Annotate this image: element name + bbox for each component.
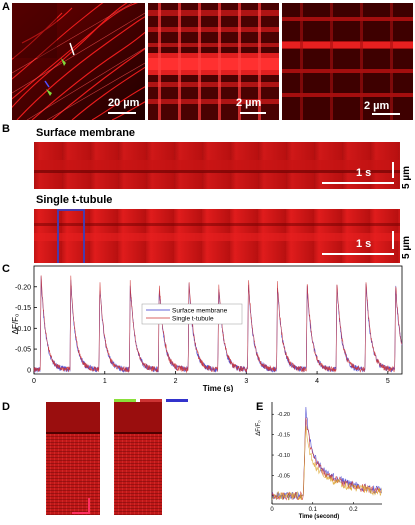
- time-scale-bar-b1: [322, 182, 394, 184]
- space-scale-bar-b1: [392, 162, 394, 178]
- chart-e-series-line: [271, 426, 382, 501]
- chart-c-ytick-label: -0.15: [15, 305, 31, 312]
- time-scale-bar-b2: [322, 253, 394, 255]
- color-key-swatch: [140, 399, 162, 402]
- row-title-surface: Surface membrane: [36, 127, 136, 139]
- time-scale-label-b2: 1 s: [356, 238, 372, 250]
- space-scale-bar-b2: [392, 231, 394, 249]
- chart-e-ytick-label: -0.10: [277, 453, 290, 459]
- chart-c-ytick-label: 0: [27, 367, 31, 374]
- color-key-d: [114, 391, 194, 402]
- chart-c-xtick-label: 3: [244, 378, 248, 385]
- panel-letter-a: A: [2, 1, 10, 13]
- chart-c-container: -0.20 -0.15 -0.10 -0.05 0 0 1 2 3 4 5 Time (s) ΔF/F₀…: [0, 262, 415, 393]
- panel-letter-e: E: [256, 401, 264, 413]
- ttubule-highlight-box: [57, 209, 85, 263]
- cell-fibers-graphic: [12, 3, 145, 120]
- panel-d-image-1: [46, 402, 100, 515]
- panel-d-image-2: [114, 402, 162, 515]
- chart-c-xtick-label: 0: [32, 378, 36, 385]
- chart-c-xtick-label: 4: [315, 378, 319, 385]
- color-key-swatch: [166, 399, 188, 402]
- panel-a-image-3: 2 µm: [282, 3, 413, 120]
- space-scale-label-b2: 5 µm: [401, 236, 412, 259]
- chart-e-ylabel: ΔF/F₀: [256, 420, 262, 436]
- scale-bar-d-h: [72, 512, 90, 514]
- chart-e-ytick-label: -0.15: [277, 433, 290, 439]
- color-key-svg: [114, 399, 188, 402]
- panel-letter-b: B: [2, 123, 10, 135]
- chart-c-legend-label: Single t-tubule: [172, 316, 214, 323]
- scale-bar-a3: [372, 113, 400, 115]
- chart-c-ylabel: ΔF/F₀: [11, 314, 20, 335]
- color-key-swatch: [114, 399, 136, 402]
- space-scale-label-b1: 5 µm: [401, 166, 412, 189]
- chart-c-xtick-label: 5: [386, 378, 390, 385]
- scale-label-a1: 20 µm: [108, 97, 140, 109]
- chart-e-xtick-label: 0: [270, 507, 274, 513]
- chart-c-frame: [33, 265, 403, 375]
- chart-e-xtick-label: 0.1: [309, 507, 318, 513]
- scale-bar-a1: [108, 112, 136, 114]
- chart-c-ytick-label: -0.20: [15, 284, 31, 291]
- scale-label-a2: 2 µm: [236, 97, 262, 109]
- chart-e-ytick-label: -0.20: [277, 412, 290, 418]
- panel-letter-d: D: [2, 401, 10, 413]
- chart-c-ytick-label: -0.10: [15, 326, 31, 333]
- chart-e-xlabel: Time (second): [299, 514, 340, 520]
- time-scale-label-b1: 1 s: [356, 167, 372, 179]
- scale-bar-a2: [240, 112, 266, 114]
- panel-letter-c: C: [2, 263, 10, 275]
- linescan-ttubule: 1 s: [34, 209, 400, 263]
- chart-c-legend-box: [141, 303, 243, 325]
- chart-c-xtick-label: 2: [174, 378, 178, 385]
- chart-c: -0.20 -0.15 -0.10 -0.05 00 1 2 3 4 5 Time (s) ΔF/F₀…: [11, 265, 403, 393]
- chart-c-xtick-label: 1: [103, 378, 107, 385]
- chart-e-container: -0.20 -0.15 -0.10 -0.05 0 0 0.1 0.2 Time (second…: [250, 396, 415, 520]
- chart-c-legend-label: Surface membrane: [172, 308, 228, 315]
- chart-c-ytick-label: -0.05: [15, 347, 31, 354]
- linescan-surface: 1 s: [34, 142, 400, 189]
- chart-c-xlabel: Time (s): [203, 384, 234, 392]
- panel-a-image-2: 2 µm: [148, 3, 279, 120]
- chart-e-xtick-label: 0.2: [349, 507, 358, 513]
- row-title-ttubule: Single t-tubule: [36, 194, 113, 206]
- sarcomere-graphic-1: [148, 3, 279, 120]
- scale-label-a3: 2 µm: [364, 100, 390, 112]
- chart-c-series-line: [33, 275, 403, 374]
- sarcomere-graphic-2: [282, 3, 413, 120]
- scale-bar-d-v: [88, 498, 90, 514]
- chart-e-ytick-label: -0.05: [277, 473, 290, 479]
- panel-a-image-1: 20 µm: [12, 3, 145, 120]
